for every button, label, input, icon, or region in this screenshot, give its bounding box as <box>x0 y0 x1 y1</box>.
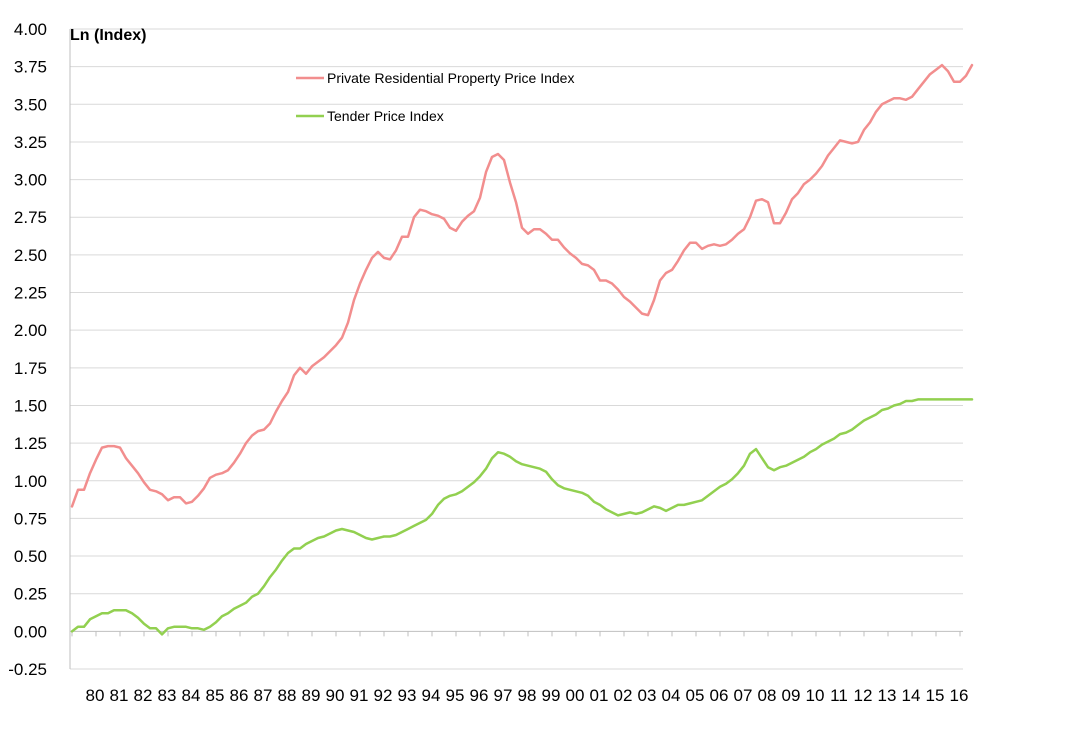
y-tick-label: 3.50 <box>14 95 47 114</box>
y-tick-label: 3.00 <box>14 171 47 190</box>
x-tick-label: 07 <box>734 686 753 705</box>
legend: Private Residential Property Price Index… <box>296 70 574 124</box>
x-tick-label: 87 <box>254 686 273 705</box>
x-tick-label: 16 <box>950 686 969 705</box>
y-tick-label: 0.25 <box>14 585 47 604</box>
y-tick-label: 1.25 <box>14 434 47 453</box>
x-tick-label: 92 <box>374 686 393 705</box>
y-tick-label: 0.75 <box>14 509 47 528</box>
x-tick-label: 82 <box>134 686 153 705</box>
x-tick-label: 95 <box>446 686 465 705</box>
x-tick-label: 00 <box>566 686 585 705</box>
y-tick-label: -0.25 <box>8 660 47 679</box>
x-tick-label: 03 <box>638 686 657 705</box>
x-tick-label: 99 <box>542 686 561 705</box>
y-tick-label: 2.00 <box>14 321 47 340</box>
x-tick-label: 08 <box>758 686 777 705</box>
x-tick-label: 12 <box>854 686 873 705</box>
x-tick-label: 83 <box>158 686 177 705</box>
x-tick-label: 80 <box>86 686 105 705</box>
y-tick-label: 3.25 <box>14 133 47 152</box>
y-tick-label: 0.50 <box>14 547 47 566</box>
series-lines <box>70 63 974 636</box>
x-tick-label: 13 <box>878 686 897 705</box>
x-tick-label: 06 <box>710 686 729 705</box>
x-tick-label: 98 <box>518 686 537 705</box>
x-tick-label: 84 <box>182 686 201 705</box>
x-tick-label: 09 <box>782 686 801 705</box>
x-tick-label: 86 <box>230 686 249 705</box>
x-tick-label: 10 <box>806 686 825 705</box>
x-tick-label: 11 <box>830 686 848 705</box>
axes: -0.25 0.00 0.25 0.50 0.75 1.00 1.25 1.50 1.75 2.0… <box>8 20 968 705</box>
x-tick-label: 90 <box>326 686 345 705</box>
x-tick-label: 94 <box>422 686 441 705</box>
x-tick-label: 93 <box>398 686 417 705</box>
y-tick-label: 2.25 <box>14 284 47 303</box>
x-tick-label: 14 <box>902 686 921 705</box>
series-line-2 <box>70 398 974 636</box>
y-tick-label: 2.75 <box>14 208 47 227</box>
x-tick-label: 02 <box>614 686 633 705</box>
x-tick-label: 15 <box>926 686 945 705</box>
y-tick-label: 0.00 <box>14 622 47 641</box>
gridlines <box>70 28 963 670</box>
y-tick-label: 1.50 <box>14 396 47 415</box>
x-tick-label: 85 <box>206 686 225 705</box>
x-tick-label: 05 <box>686 686 705 705</box>
x-tick-label: 97 <box>494 686 513 705</box>
y-tick-label: 1.00 <box>14 472 47 491</box>
y-axis-title: Ln (Index) <box>70 27 146 44</box>
x-tick-label: 88 <box>278 686 297 705</box>
x-tick-label: 89 <box>302 686 321 705</box>
x-tick-label: 81 <box>110 686 129 705</box>
legend-label-2: Tender Price Index <box>327 108 444 124</box>
y-tick-label: 2.50 <box>14 246 47 265</box>
legend-label-1: Private Residential Property Price Index <box>327 70 574 86</box>
x-tick-label: 91 <box>350 686 369 705</box>
y-tick-label: 1.75 <box>14 359 47 378</box>
x-tick-label: 04 <box>662 686 681 705</box>
y-tick-label: 4.00 <box>14 20 47 39</box>
x-tick-label: 96 <box>470 686 489 705</box>
y-tick-label: 3.75 <box>14 58 47 77</box>
series-line-1 <box>70 63 974 508</box>
x-tick-label: 01 <box>590 686 609 705</box>
